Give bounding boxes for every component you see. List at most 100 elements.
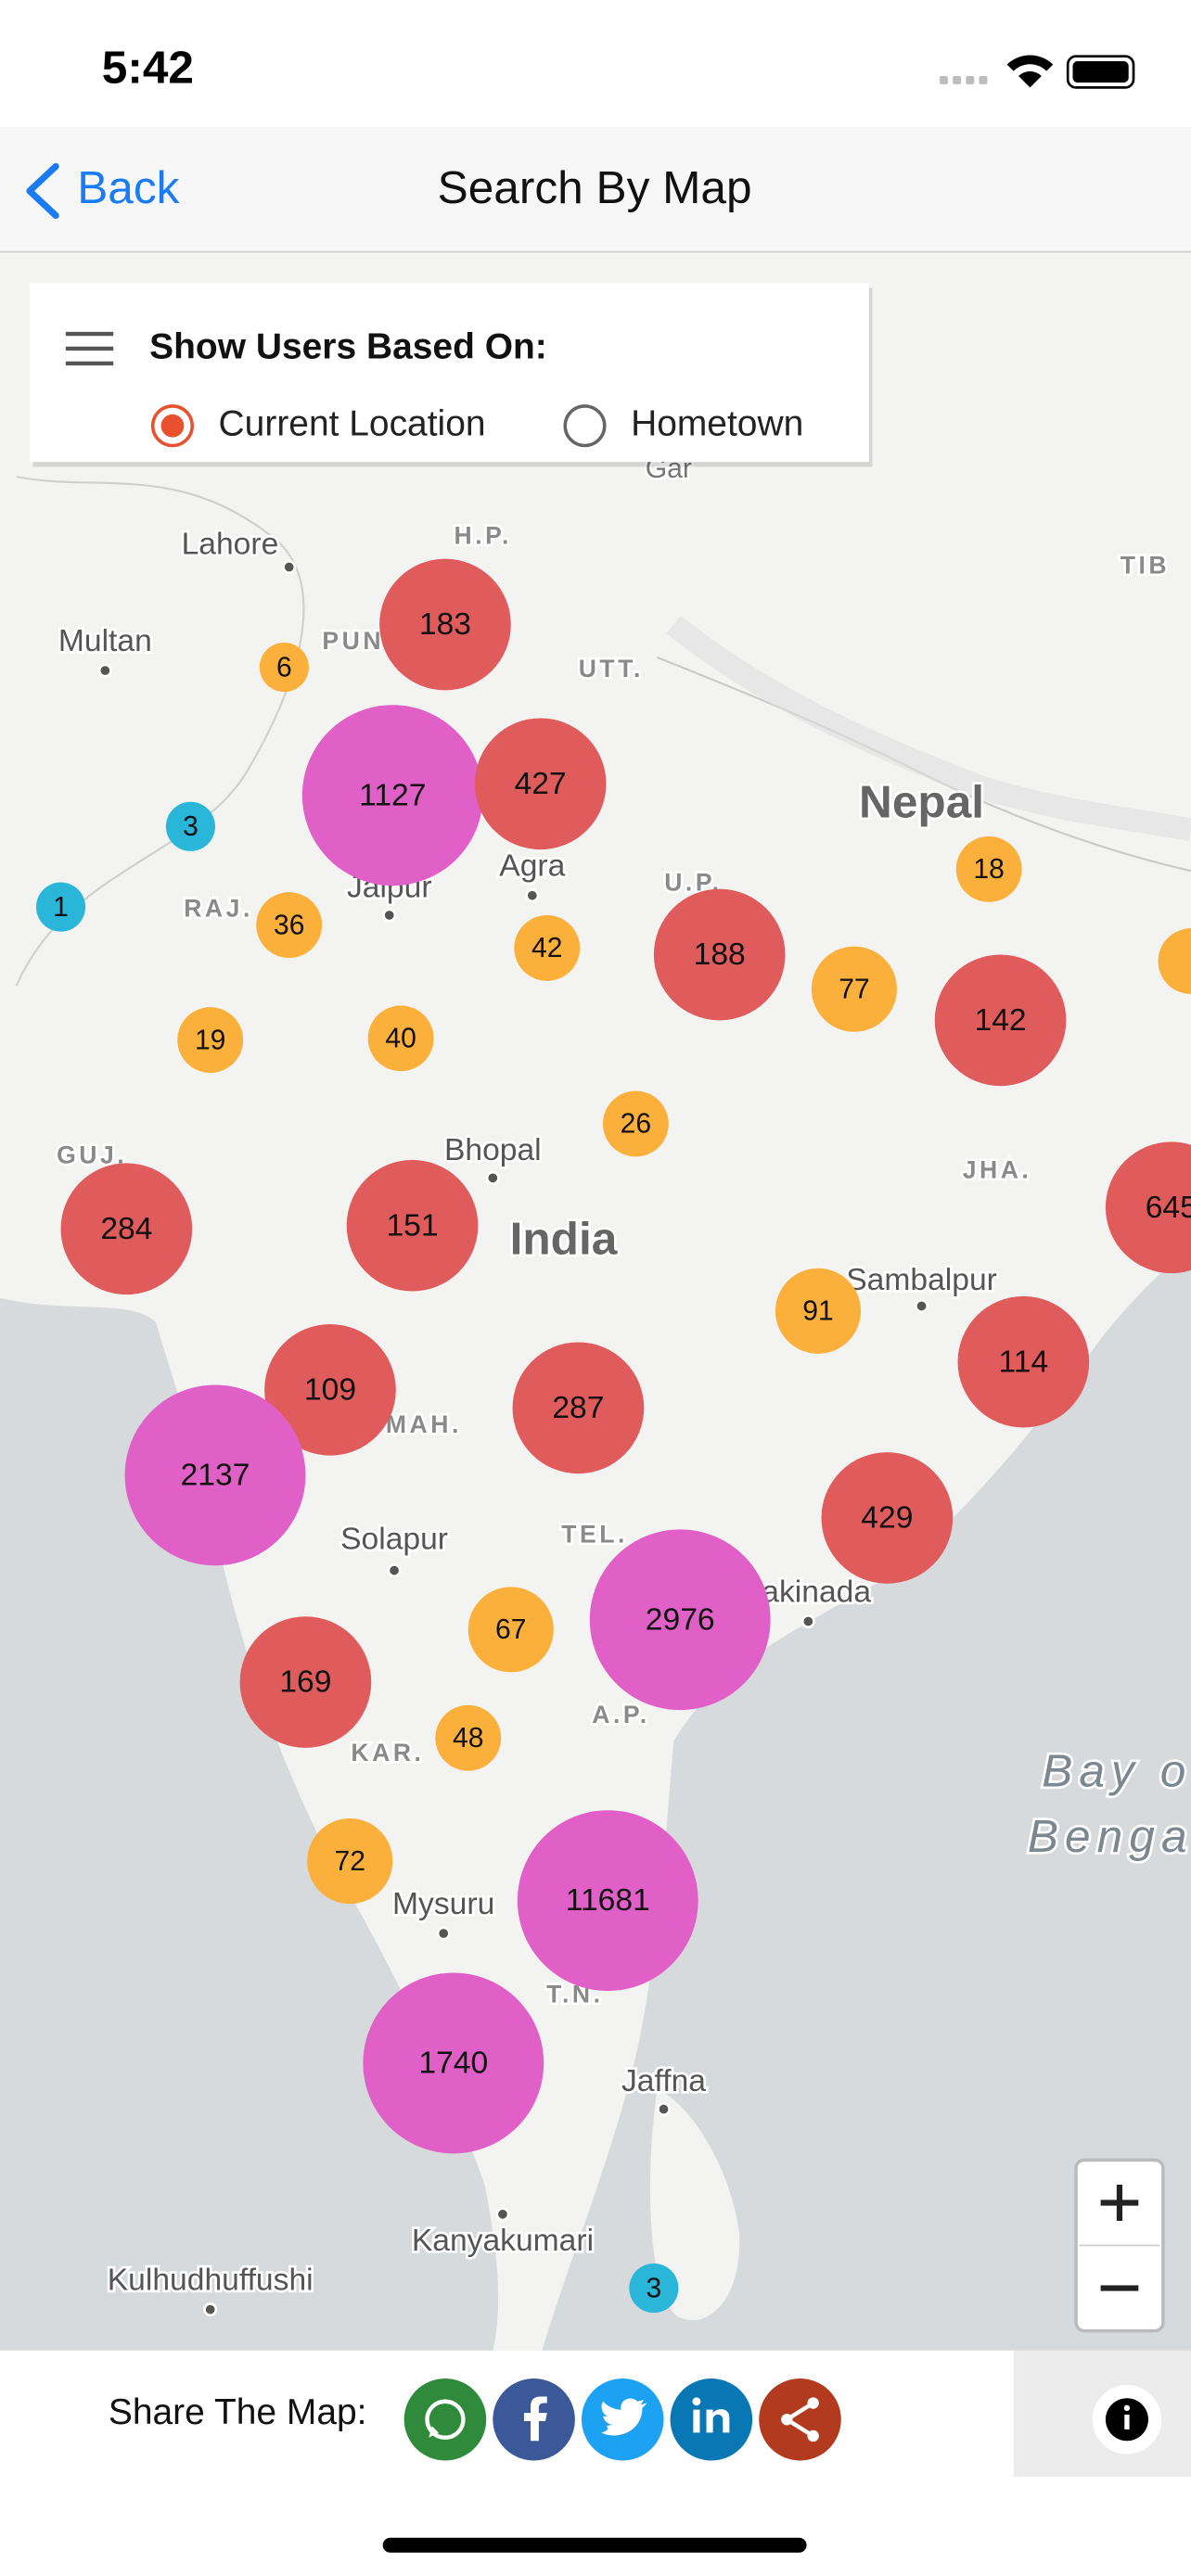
place-dot [800, 1613, 815, 1629]
cluster-circle[interactable] [821, 1452, 954, 1584]
cluster-circle[interactable] [467, 1587, 554, 1673]
cluster-circle[interactable] [589, 1529, 771, 1711]
cluster[interactable]: 11681 [517, 1810, 698, 1992]
twitter-button[interactable] [581, 2378, 664, 2461]
cluster-circle[interactable] [811, 946, 897, 1032]
place-label: H.P. [454, 522, 511, 550]
cluster[interactable]: 1127 [301, 705, 483, 886]
cluster[interactable]: 36 [256, 892, 323, 959]
cluster-count: 36 [274, 910, 304, 940]
info-button[interactable] [1092, 2385, 1162, 2455]
cluster-circle[interactable] [514, 914, 581, 981]
cluster-circle[interactable] [301, 705, 483, 886]
cluster-circle[interactable] [602, 1090, 669, 1157]
cluster[interactable]: 91 [775, 1268, 862, 1354]
radio[interactable] [563, 404, 607, 448]
cluster-circle[interactable] [1105, 1141, 1191, 1274]
cluster[interactable]: 287 [512, 1342, 645, 1474]
cluster-circle[interactable] [934, 954, 1067, 1087]
cluster-circle[interactable] [177, 1007, 244, 1073]
cluster-circle[interactable] [653, 888, 786, 1021]
cluster-circle[interactable] [512, 1342, 645, 1474]
cluster[interactable]: 1740 [363, 1972, 544, 2154]
cluster-circle[interactable] [259, 642, 309, 693]
linkedin-button[interactable] [670, 2378, 753, 2461]
back-button[interactable]: Back [26, 161, 180, 220]
cluster-circle[interactable] [379, 558, 511, 691]
cluster-circle[interactable] [955, 835, 1022, 902]
facebook-button[interactable] [493, 2378, 575, 2461]
cluster[interactable]: 6 [259, 642, 309, 693]
place-label: Solapur [340, 1523, 448, 1557]
cluster-circle[interactable] [629, 2263, 679, 2314]
place-label: TIB [1121, 552, 1170, 580]
cluster[interactable]: 2976 [589, 1529, 771, 1711]
cluster[interactable]: 67 [467, 1587, 554, 1673]
cluster[interactable]: 26 [602, 1090, 669, 1157]
cluster-circle[interactable] [367, 1005, 434, 1072]
cluster[interactable]: 3 [165, 801, 216, 851]
cluster[interactable]: 151 [346, 1159, 479, 1292]
cluster[interactable]: 169 [239, 1616, 372, 1748]
place-dot [203, 2302, 218, 2317]
cluster-circle[interactable] [256, 892, 323, 959]
time: 5:42 [102, 42, 194, 94]
place-label: PUN [322, 627, 384, 655]
cluster[interactable]: 284 [60, 1163, 193, 1295]
cluster-circle[interactable] [60, 1163, 193, 1295]
place-label: UTT. [579, 655, 644, 682]
cluster-circle[interactable] [517, 1810, 698, 1992]
cluster-circle[interactable] [165, 801, 216, 851]
cluster[interactable]: 19 [177, 1007, 244, 1073]
cluster[interactable]: 48 [435, 1704, 502, 1771]
zoom-in[interactable] [1100, 2184, 1139, 2221]
menu-icon[interactable] [65, 331, 114, 366]
map [0, 251, 1191, 2351]
cluster-count: 284 [100, 1212, 152, 1246]
cluster-circle[interactable] [957, 1295, 1090, 1428]
cluster-circle[interactable] [474, 718, 607, 850]
cluster-circle[interactable] [124, 1384, 306, 1566]
cluster-circle[interactable] [35, 882, 86, 932]
back-label[interactable]: Back [77, 161, 179, 213]
place-label: Lahore [182, 527, 279, 561]
cluster-circle[interactable] [239, 1616, 372, 1748]
cluster-circle[interactable] [264, 1323, 396, 1456]
radio-label[interactable]: Hometown [631, 404, 803, 444]
cluster-circle[interactable] [307, 1818, 393, 1905]
cluster[interactable]: 109 [264, 1323, 396, 1456]
cluster[interactable]: 2137 [124, 1384, 306, 1566]
cluster[interactable]: 77 [811, 946, 897, 1032]
cluster[interactable]: 142 [934, 954, 1067, 1087]
cluster-count: 1740 [418, 2047, 488, 2081]
cluster-circle[interactable] [346, 1159, 479, 1292]
cluster[interactable]: 42 [514, 914, 581, 981]
cluster[interactable]: 3 [629, 2263, 679, 2314]
cluster[interactable]: 183 [379, 558, 511, 691]
cluster-partial[interactable] [1158, 928, 1191, 994]
cluster-count: 188 [694, 937, 746, 972]
radio-label[interactable]: Current Location [219, 404, 486, 444]
cluster[interactable]: 188 [653, 888, 786, 1021]
place-dot [436, 1926, 451, 1941]
cluster-circle[interactable] [775, 1268, 862, 1354]
place-label: Benga [1028, 1810, 1191, 1862]
place-dot [915, 1298, 929, 1314]
cluster-circle[interactable] [435, 1704, 502, 1771]
cluster-circle[interactable] [363, 1972, 544, 2154]
share-label: Share The Map: [109, 2392, 367, 2432]
filter-heading: Show Users Based On: [149, 326, 547, 366]
cluster[interactable]: 1 [35, 882, 86, 932]
cluster[interactable]: 72 [307, 1818, 393, 1905]
cluster[interactable]: 645 [1105, 1141, 1191, 1274]
cluster[interactable]: 114 [957, 1295, 1090, 1428]
cluster-count: 2976 [646, 1602, 715, 1637]
cluster[interactable]: 40 [367, 1005, 434, 1072]
battery-icon [1066, 55, 1135, 89]
cluster[interactable]: 429 [821, 1452, 954, 1584]
cluster[interactable]: 18 [955, 835, 1022, 902]
cluster[interactable]: 427 [474, 718, 607, 850]
share-button[interactable] [759, 2378, 841, 2461]
cluster-count: 26 [621, 1109, 651, 1140]
whatsapp-button[interactable] [403, 2378, 487, 2461]
